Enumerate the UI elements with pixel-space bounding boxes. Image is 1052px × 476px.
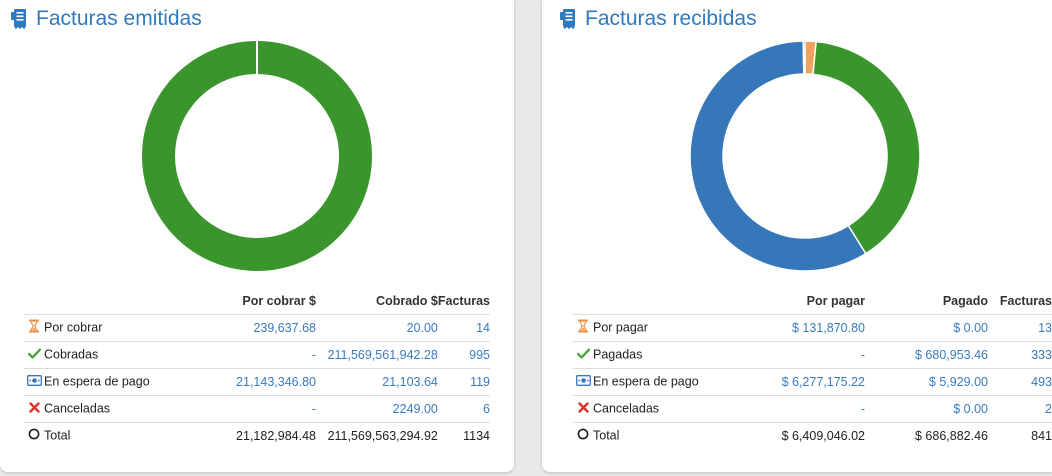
circle-icon (24, 428, 44, 443)
cell-col3[interactable]: 14 (437, 313, 490, 341)
cell-col1[interactable]: 21,143,346.80 (191, 367, 316, 395)
donut-slice-canceladas[interactable] (802, 40, 806, 75)
cell-col1: $ 6,409,046.02 (733, 421, 865, 449)
cell-col3[interactable]: 119 (437, 367, 490, 395)
cell-col1: 21,182,984.48 (191, 421, 316, 449)
row-label: Total (24, 421, 192, 449)
cell-col1[interactable]: $ 6,277,175.22 (733, 367, 865, 395)
hourglass-icon (24, 319, 44, 336)
cell-col2[interactable]: $ 680,953.46 (865, 340, 988, 368)
table-row: En espera de pago $ 6,277,175.22 $ 5,929.0… (573, 367, 1052, 395)
cell-col2[interactable]: 2249.00 (316, 394, 438, 422)
row-label: Canceladas (573, 394, 733, 422)
cell-col1[interactable]: 239,637.68 (191, 313, 316, 341)
row-label: Cobradas (24, 340, 192, 368)
receipt-icon (11, 9, 26, 29)
cell-col2: $ 686,882.46 (865, 421, 988, 449)
row-label: Total (573, 421, 733, 449)
donut-slice-en-espera-de-pago[interactable] (689, 40, 867, 272)
cell-col2[interactable]: $ 5,929.00 (865, 367, 988, 395)
table-row: Por cobrar 239,637.68 20.00 14 (24, 313, 490, 341)
cell-col2[interactable]: 211,569,561,942.28 (316, 340, 438, 368)
check-icon (573, 348, 593, 362)
recibidas-title: Facturas recibidas (559, 7, 757, 31)
cell-col2[interactable]: 21,103.64 (316, 367, 438, 395)
donut-slice-pagadas[interactable] (812, 40, 921, 255)
cell-col2[interactable]: $ 0.00 (865, 394, 988, 422)
table-row: Canceladas -2249.00 6 (24, 394, 490, 422)
table-row: Pagadas - $ 680,953.46 333 (573, 340, 1052, 368)
emitidas-donut-chart (142, 40, 372, 271)
header-por-pagar: Por pagar (806, 293, 865, 308)
facturas-emitidas-panel: Facturas emitidas Por cobrar $ Cobrado $… (0, 0, 514, 472)
emitidas-title: Facturas emitidas (10, 7, 202, 31)
check-icon (24, 348, 44, 362)
hourglass-icon (573, 319, 593, 336)
emitidas-table: Por cobrar $ Cobrado $ Facturas Por cobr… (24, 288, 490, 449)
row-label: Canceladas (24, 394, 192, 422)
x-icon (24, 402, 44, 416)
cell-col1[interactable]: - (191, 394, 316, 422)
cell-col1[interactable]: - (733, 340, 865, 368)
cell-col1[interactable]: - (733, 394, 865, 422)
donut-slice-cobradas[interactable] (142, 41, 372, 271)
table-row: Por pagar $ 131,870.80 $ 0.00 13 (573, 313, 1052, 341)
emitidas-header-row: Por cobrar $ Cobrado $ Facturas (24, 288, 490, 314)
receipt-icon (560, 9, 575, 29)
cell-col2: 211,569,563,294.92 (316, 421, 438, 449)
recibidas-header-row: Por pagar Pagado Facturas (573, 288, 1052, 314)
header-pagado: Pagado (942, 293, 988, 308)
cell-col1[interactable]: $ 131,870.80 (733, 313, 865, 341)
cell-col3: 1134 (437, 421, 490, 449)
cell-col3[interactable]: 13 (988, 313, 1052, 341)
table-row: En espera de pago 21,143,346.80 21,103.64 1… (24, 367, 490, 395)
cell-col3[interactable]: 6 (437, 394, 490, 422)
emitidas-title-text: Facturas emitidas (36, 7, 202, 30)
cell-col2[interactable]: 20.00 (316, 313, 438, 341)
row-label: Por pagar (573, 313, 733, 341)
facturas-recibidas-panel: Facturas recibidas Por pagar Pagado Fact… (542, 0, 1052, 472)
money-icon (573, 374, 593, 389)
header-facturas: Facturas (999, 293, 1052, 308)
row-label: En espera de pago (24, 367, 192, 395)
table-row: Total 21,182,984.48 211,569,563,294.92 1134 (24, 421, 490, 449)
row-label: Pagadas (573, 340, 733, 368)
cell-col3[interactable]: 2 (988, 394, 1052, 422)
recibidas-donut-chart (689, 40, 921, 272)
circle-icon (573, 428, 593, 443)
cell-col3: 841 (988, 421, 1052, 449)
x-icon (573, 402, 593, 416)
cell-col3[interactable]: 333 (988, 340, 1052, 368)
cell-col3[interactable]: 995 (437, 340, 490, 368)
cell-col3[interactable]: 493 (988, 367, 1052, 395)
cell-col1[interactable]: - (191, 340, 316, 368)
row-label: En espera de pago (573, 367, 733, 395)
cell-col2[interactable]: $ 0.00 (865, 313, 988, 341)
table-row: Total $ 6,409,046.02 $ 686,882.46 841 (573, 421, 1052, 449)
table-row: Cobradas -211,569,561,942.28 995 (24, 340, 490, 368)
recibidas-table: Por pagar Pagado Facturas Por pagar $ 131… (573, 288, 1052, 449)
money-icon (24, 374, 44, 389)
header-facturas: Facturas (437, 293, 490, 308)
header-por-cobrar: Por cobrar $ (242, 293, 316, 308)
table-row: Canceladas - $ 0.00 2 (573, 394, 1052, 422)
row-label: Por cobrar (24, 313, 192, 341)
recibidas-title-text: Facturas recibidas (585, 7, 757, 30)
header-cobrado: Cobrado $ (376, 293, 438, 308)
